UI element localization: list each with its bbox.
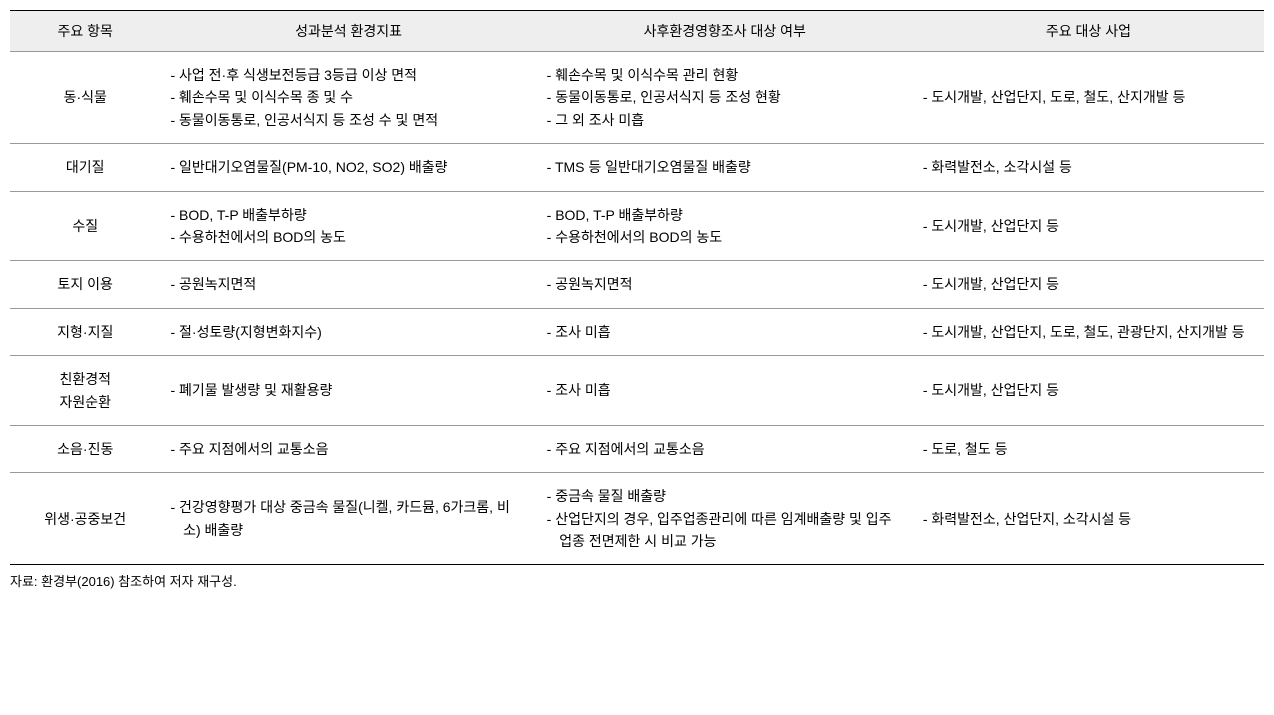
- category-text: 수질: [72, 218, 98, 234]
- table-row: 토지 이용 - 공원녹지면적 - 공원녹지면적 - 도시개발, 산업단지 등: [10, 261, 1264, 308]
- indicator-cell: - 절·성토량(지형변화지수): [160, 308, 536, 355]
- category-cell: 수질: [10, 191, 160, 261]
- category-text: 동·식물: [64, 89, 107, 105]
- survey-cell: - 주요 지점에서의 교통소음: [537, 425, 913, 472]
- category-cell: 토지 이용: [10, 261, 160, 308]
- header-survey: 사후환경영향조사 대상 여부: [537, 11, 913, 52]
- indicator-cell: - 공원녹지면적: [160, 261, 536, 308]
- list-item: - 그 외 조사 미흡: [547, 109, 903, 131]
- table-row: 위생·공중보건 - 건강영향평가 대상 중금속 물질(니켈, 카드뮴, 6가크롬,…: [10, 473, 1264, 565]
- header-indicator: 성과분석 환경지표: [160, 11, 536, 52]
- category-text: 친환경적: [59, 371, 111, 387]
- list-item: - 도시개발, 산업단지 등: [923, 273, 1254, 295]
- list-item: - 사업 전·후 식생보전등급 3등급 이상 면적: [170, 64, 526, 86]
- category-text: 토지 이용: [58, 276, 113, 292]
- project-cell: - 도시개발, 산업단지 등: [913, 261, 1264, 308]
- category-cell: 친환경적자원순환: [10, 356, 160, 426]
- project-cell: - 도시개발, 산업단지 등: [913, 356, 1264, 426]
- table-row: 대기질 - 일반대기오염물질(PM-10, NO2, SO2) 배출량 - TMS …: [10, 144, 1264, 191]
- category-cell: 소음·진동: [10, 425, 160, 472]
- list-item: - 훼손수목 및 이식수목 종 및 수: [170, 86, 526, 108]
- list-item: - 도로, 철도 등: [923, 438, 1254, 460]
- category-cell: 지형·지질: [10, 308, 160, 355]
- survey-cell: - 공원녹지면적: [537, 261, 913, 308]
- table-row: 동·식물- 사업 전·후 식생보전등급 3등급 이상 면적- 훼손수목 및 이식…: [10, 52, 1264, 144]
- survey-cell: - 중금속 물질 배출량- 산업단지의 경우, 입주업종관리에 따른 임계배출량…: [537, 473, 913, 565]
- list-item: - 조사 미흡: [547, 321, 903, 343]
- category-cell: 대기질: [10, 144, 160, 191]
- list-item: - 공원녹지면적: [170, 273, 526, 295]
- table-row: 지형·지질 - 절·성토량(지형변화지수) - 조사 미흡 - 도시개발, 산업단지,…: [10, 308, 1264, 355]
- list-item: - 주요 지점에서의 교통소음: [170, 438, 526, 460]
- list-item: - 건강영향평가 대상 중금속 물질(니켈, 카드뮴, 6가크롬, 비소) 배출…: [170, 496, 526, 541]
- survey-cell: - 훼손수목 및 이식수목 관리 현황- 동물이동통로, 인공서식지 등 조성 …: [537, 52, 913, 144]
- list-item: - 도시개발, 산업단지, 도로, 철도, 관광단지, 산지개발 등: [923, 321, 1254, 343]
- list-item: - 공원녹지면적: [547, 273, 903, 295]
- survey-cell: - BOD, T-P 배출부하량- 수용하천에서의 BOD의 농도: [537, 191, 913, 261]
- header-project: 주요 대상 사업: [913, 11, 1264, 52]
- list-item: - 도시개발, 산업단지 등: [923, 379, 1254, 401]
- category-cell: 동·식물: [10, 52, 160, 144]
- list-item: - 절·성토량(지형변화지수): [170, 321, 526, 343]
- category-text: 자원순환: [59, 394, 111, 410]
- survey-cell: - 조사 미흡: [537, 308, 913, 355]
- project-cell: - 화력발전소, 산업단지, 소각시설 등: [913, 473, 1264, 565]
- project-cell: - 도로, 철도 등: [913, 425, 1264, 472]
- indicator-cell: - 폐기물 발생량 및 재활용량: [160, 356, 536, 426]
- category-text: 대기질: [66, 159, 105, 175]
- indicator-cell: - 주요 지점에서의 교통소음: [160, 425, 536, 472]
- list-item: - BOD, T-P 배출부하량: [170, 204, 526, 226]
- list-item: - 동물이동통로, 인공서식지 등 조성 수 및 면적: [170, 109, 526, 131]
- environment-indicators-table: 주요 항목 성과분석 환경지표 사후환경영향조사 대상 여부 주요 대상 사업 …: [10, 10, 1264, 565]
- project-cell: - 도시개발, 산업단지, 도로, 철도, 관광단지, 산지개발 등: [913, 308, 1264, 355]
- list-item: - 조사 미흡: [547, 379, 903, 401]
- list-item: - 수용하천에서의 BOD의 농도: [547, 226, 903, 248]
- list-item: - 훼손수목 및 이식수목 관리 현황: [547, 64, 903, 86]
- table-row: 소음·진동 - 주요 지점에서의 교통소음 - 주요 지점에서의 교통소음 - 도로,…: [10, 425, 1264, 472]
- list-item: - 폐기물 발생량 및 재활용량: [170, 379, 526, 401]
- category-text: 위생·공중보건: [44, 511, 126, 527]
- category-text: 지형·지질: [57, 324, 113, 340]
- indicator-cell: - 일반대기오염물질(PM-10, NO2, SO2) 배출량: [160, 144, 536, 191]
- table-row: 친환경적자원순환 - 폐기물 발생량 및 재활용량 - 조사 미흡 - 도시개발, 산…: [10, 356, 1264, 426]
- list-item: - 산업단지의 경우, 입주업종관리에 따른 임계배출량 및 입주업종 전면제한…: [547, 508, 903, 553]
- list-item: - 화력발전소, 소각시설 등: [923, 156, 1254, 178]
- indicator-cell: - BOD, T-P 배출부하량- 수용하천에서의 BOD의 농도: [160, 191, 536, 261]
- table-header-row: 주요 항목 성과분석 환경지표 사후환경영향조사 대상 여부 주요 대상 사업: [10, 11, 1264, 52]
- list-item: - 일반대기오염물질(PM-10, NO2, SO2) 배출량: [170, 156, 526, 178]
- list-item: - TMS 등 일반대기오염물질 배출량: [547, 156, 903, 178]
- list-item: - 화력발전소, 산업단지, 소각시설 등: [923, 508, 1254, 530]
- survey-cell: - TMS 등 일반대기오염물질 배출량: [537, 144, 913, 191]
- list-item: - 수용하천에서의 BOD의 농도: [170, 226, 526, 248]
- list-item: - 주요 지점에서의 교통소음: [547, 438, 903, 460]
- project-cell: - 화력발전소, 소각시설 등: [913, 144, 1264, 191]
- survey-cell: - 조사 미흡: [537, 356, 913, 426]
- list-item: - 동물이동통로, 인공서식지 등 조성 현황: [547, 86, 903, 108]
- category-cell: 위생·공중보건: [10, 473, 160, 565]
- header-category: 주요 항목: [10, 11, 160, 52]
- list-item: - 도시개발, 산업단지 등: [923, 215, 1254, 237]
- list-item: - 중금속 물질 배출량: [547, 485, 903, 507]
- table-body: 동·식물- 사업 전·후 식생보전등급 3등급 이상 면적- 훼손수목 및 이식…: [10, 52, 1264, 565]
- indicator-cell: - 건강영향평가 대상 중금속 물질(니켈, 카드뮴, 6가크롬, 비소) 배출…: [160, 473, 536, 565]
- indicator-cell: - 사업 전·후 식생보전등급 3등급 이상 면적- 훼손수목 및 이식수목 종…: [160, 52, 536, 144]
- project-cell: - 도시개발, 산업단지, 도로, 철도, 산지개발 등: [913, 52, 1264, 144]
- list-item: - 도시개발, 산업단지, 도로, 철도, 산지개발 등: [923, 86, 1254, 108]
- category-text: 소음·진동: [57, 441, 113, 457]
- source-note: 자료: 환경부(2016) 참조하여 저자 재구성.: [10, 571, 1264, 590]
- table-row: 수질- BOD, T-P 배출부하량- 수용하천에서의 BOD의 농도- BOD…: [10, 191, 1264, 261]
- list-item: - BOD, T-P 배출부하량: [547, 204, 903, 226]
- project-cell: - 도시개발, 산업단지 등: [913, 191, 1264, 261]
